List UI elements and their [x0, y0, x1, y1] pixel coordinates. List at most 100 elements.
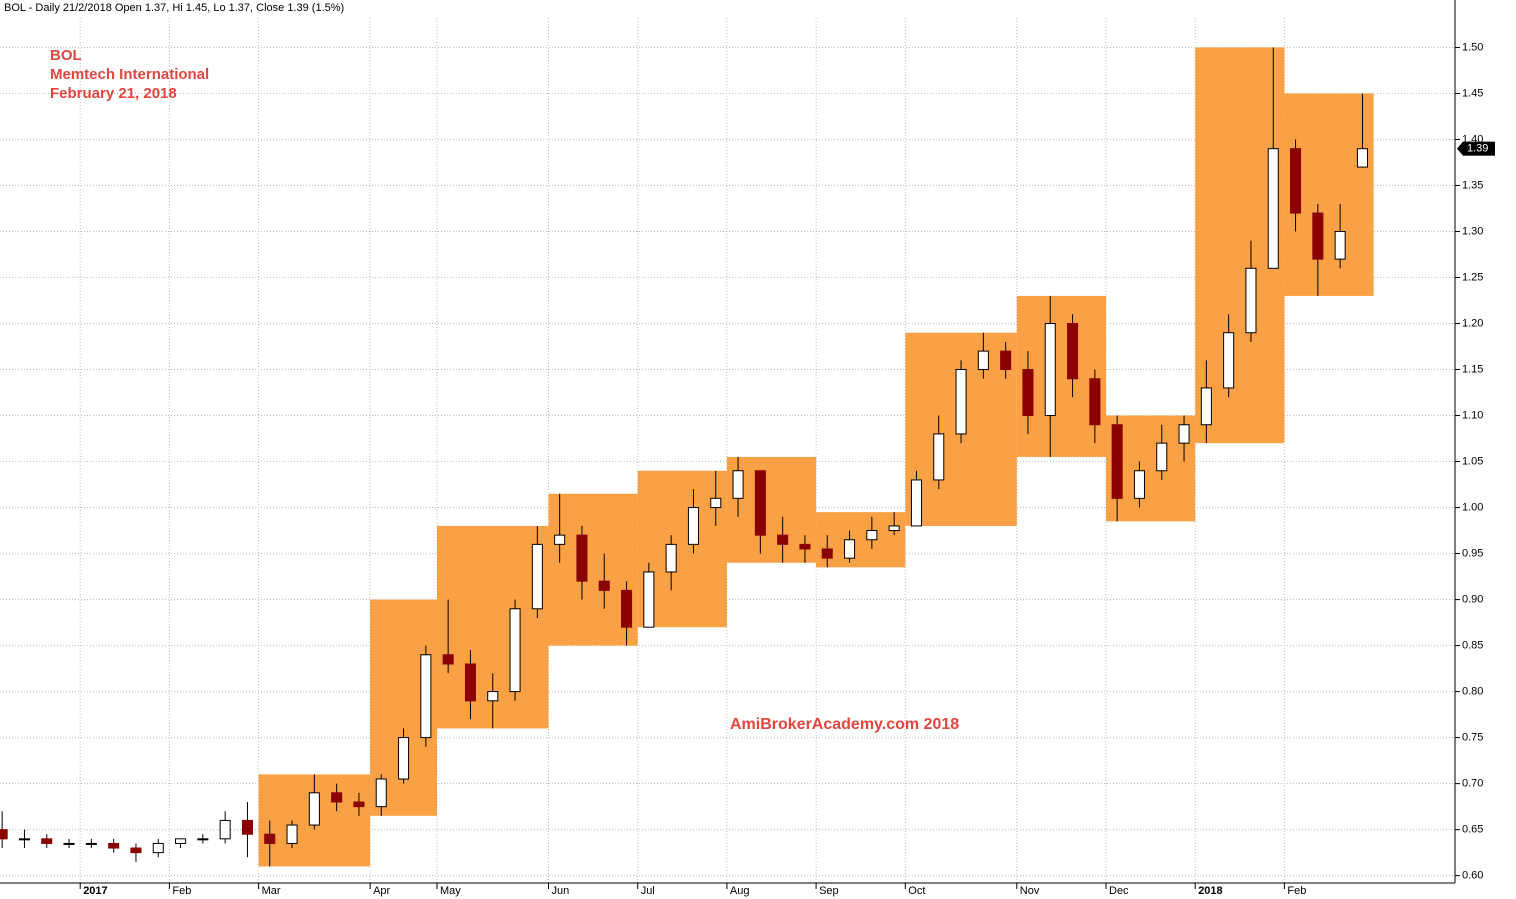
candle-body: [442, 654, 454, 665]
x-tick-label: Feb: [1287, 885, 1306, 897]
labels: BOL - Daily 21/2/2018 Open 1.37, Hi 1.45…: [4, 2, 1495, 897]
candle-body: [1334, 230, 1346, 260]
candle-body: [643, 571, 655, 628]
candle-body: [63, 842, 75, 845]
candle-body: [665, 543, 677, 573]
title-line: Memtech International: [50, 66, 209, 83]
month-range: [816, 512, 906, 568]
candle-body: [687, 507, 699, 545]
candle-body: [375, 778, 387, 808]
candle-body: [621, 589, 633, 628]
candle-body: [464, 663, 476, 702]
candle-body: [1044, 323, 1056, 417]
candle-body: [152, 842, 164, 854]
x-tick-label: 2018: [1198, 885, 1222, 897]
candle-body: [554, 534, 566, 545]
y-tick-label: 1.15: [1462, 363, 1483, 375]
y-tick-label: 1.30: [1462, 225, 1483, 237]
candle-body: [888, 525, 900, 532]
x-tick-label: Apr: [373, 885, 390, 897]
candle-body: [777, 534, 789, 545]
candle-body: [175, 838, 187, 844]
y-tick-label: 1.50: [1462, 41, 1483, 53]
candle-body: [977, 350, 989, 371]
x-tick-label: Jun: [552, 885, 570, 897]
candle-body: [130, 847, 142, 854]
candle-body: [286, 824, 298, 844]
candle-body: [1267, 148, 1279, 269]
candle-body: [41, 838, 53, 844]
last-price-box: [1463, 141, 1495, 156]
candle-body: [1089, 378, 1101, 426]
title-line: BOL: [50, 47, 82, 64]
candle-body: [85, 842, 97, 845]
y-tick-label: 1.00: [1462, 501, 1483, 513]
candles: [0, 47, 1368, 867]
candle-body: [844, 539, 856, 559]
candle-body: [1312, 212, 1324, 260]
candle-body: [308, 792, 320, 826]
last-price-arrow: [1457, 141, 1463, 156]
candle-body: [1133, 470, 1145, 499]
candle-body: [1000, 350, 1012, 371]
candle-body: [531, 543, 543, 610]
candle-body: [420, 654, 432, 739]
y-tick-label: 0.90: [1462, 593, 1483, 605]
x-tick-label: Dec: [1109, 885, 1129, 897]
candle-body: [1111, 424, 1123, 499]
candle-body: [910, 479, 922, 527]
y-tick-label: 1.10: [1462, 409, 1483, 421]
candle-body: [866, 530, 878, 541]
candle-body: [1223, 332, 1235, 389]
candle-body: [398, 737, 410, 780]
x-tick-label: Jul: [641, 885, 655, 897]
y-tick-label: 0.85: [1462, 639, 1483, 651]
y-tick-label: 0.80: [1462, 686, 1483, 698]
candle-body: [241, 819, 253, 835]
candle-body: [219, 819, 231, 840]
x-tick-label: Feb: [172, 885, 191, 897]
candle-body: [1356, 148, 1368, 168]
candle-body: [732, 470, 744, 499]
candle-body: [353, 801, 365, 808]
candle-body: [821, 548, 833, 559]
y-tick-label: 0.75: [1462, 732, 1483, 744]
candle-body: [1022, 369, 1034, 417]
candle-body: [0, 829, 8, 840]
y-tick-label: 1.20: [1462, 317, 1483, 329]
candle-body: [1290, 148, 1302, 214]
x-tick-label: Aug: [730, 885, 750, 897]
candle-body: [710, 497, 722, 509]
candle-body: [955, 369, 967, 435]
y-tick-label: 0.65: [1462, 824, 1483, 836]
x-tick-label: 2017: [83, 885, 107, 897]
title-line: February 21, 2018: [50, 85, 177, 102]
candle-body: [1178, 424, 1190, 444]
x-tick-label: Mar: [262, 885, 281, 897]
x-tick-label: Sep: [819, 885, 839, 897]
candle-body: [1200, 387, 1212, 426]
candle-body: [1245, 267, 1257, 334]
candle-body: [331, 792, 343, 803]
x-tick-label: Nov: [1020, 885, 1040, 897]
candle-body: [197, 838, 209, 841]
candle-body: [799, 543, 811, 550]
x-tick-label: May: [440, 885, 461, 897]
candle-body: [933, 433, 945, 481]
candle-body: [487, 691, 499, 702]
candle-body: [1067, 323, 1079, 380]
y-tick-label: 1.35: [1462, 179, 1483, 191]
watermark: AmiBrokerAcademy.com 2018: [730, 716, 959, 733]
x-tick-label: Oct: [908, 885, 925, 897]
candle-body: [576, 534, 588, 582]
candle-body: [754, 470, 766, 536]
candle-body: [108, 842, 120, 849]
header: BOL - Daily 21/2/2018 Open 1.37, Hi 1.45…: [4, 2, 344, 14]
y-tick-label: 0.95: [1462, 547, 1483, 559]
candle-body: [1156, 442, 1168, 472]
y-tick-label: 1.45: [1462, 87, 1483, 99]
candle-body: [598, 580, 610, 591]
y-tick-label: 0.60: [1462, 870, 1483, 882]
